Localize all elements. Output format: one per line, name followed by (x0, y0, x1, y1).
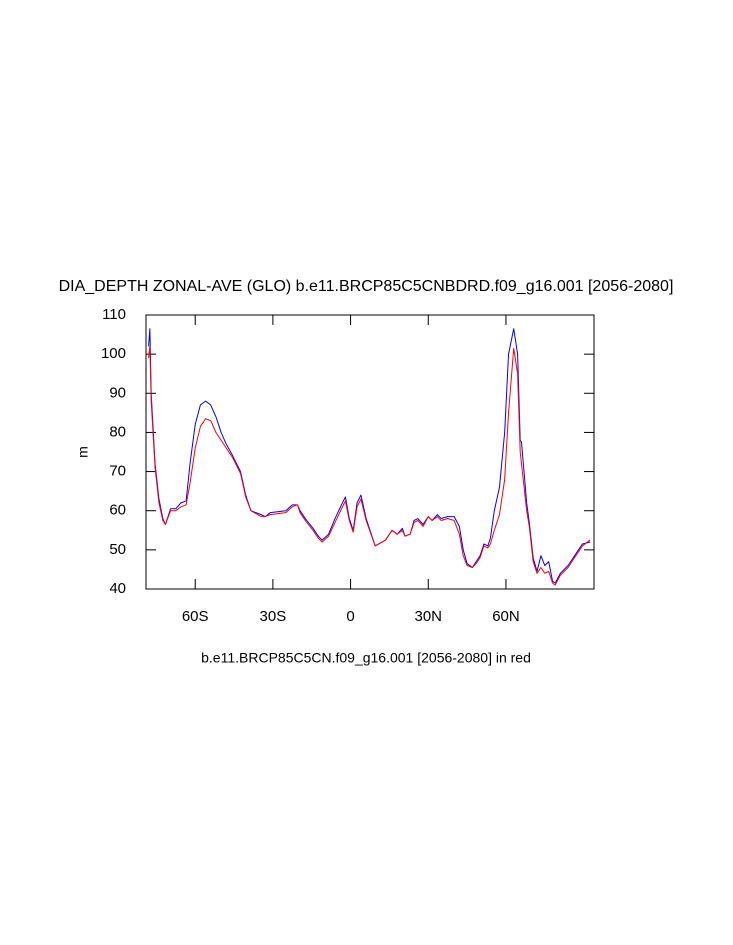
y-axis-label: m (75, 446, 91, 458)
y-tick-label: 40 (109, 580, 126, 597)
x-tick-label: 30S (260, 608, 287, 625)
y-tick-label: 110 (102, 306, 126, 323)
y-tick-label: 100 (101, 345, 126, 362)
y-tick-label: 60 (109, 502, 126, 519)
plot-frame (145, 314, 595, 590)
y-tick-label: 70 (109, 463, 126, 480)
y-tick-label: 50 (109, 541, 126, 558)
chart-title: DIA_DEPTH ZONAL-AVE (GLO) b.e11.BRCP85C5… (59, 278, 674, 295)
x-tick-label: 60N (492, 608, 520, 625)
x-tick-label: 30N (415, 608, 443, 625)
series-line (148, 328, 591, 584)
x-tick-label: 0 (346, 608, 354, 625)
x-tick-label: 60S (182, 608, 209, 625)
y-tick-label: 90 (109, 384, 126, 401)
x-axis-label: b.e11.BRCP85C5CN.f09_g16.001 [2056-2080]… (201, 650, 531, 666)
series-line (148, 345, 591, 586)
y-tick-label: 80 (109, 423, 126, 440)
